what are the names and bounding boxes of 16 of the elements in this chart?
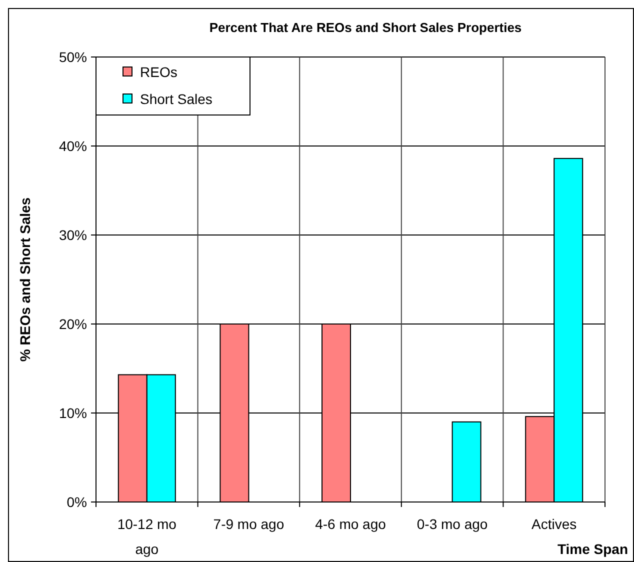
x-axis-title: Time Span [557, 541, 628, 557]
y-tick-label: 30% [58, 226, 87, 243]
x-tick-label: Actives [532, 516, 577, 532]
chart-title: Percent That Are REOs and Short Sales Properties [209, 20, 522, 35]
y-axis-title: % REOs and Short Sales [17, 197, 33, 362]
x-tick-label: 7-9 mo ago [213, 516, 284, 532]
x-tick-label: 10-12 mo ago [117, 516, 177, 557]
x-tick-label: 0-3 mo ago [416, 516, 488, 532]
legend-label: REOs [140, 64, 178, 80]
y-tick-label: 10% [58, 404, 87, 421]
y-tick-label: 0% [66, 494, 87, 510]
y-tick-label: 50% [58, 48, 87, 65]
y-tick-label: 40% [58, 138, 87, 154]
y-tick-label: 20% [58, 316, 87, 332]
x-tick-label: 4-6 mo ago [315, 516, 386, 532]
legend-label: Short Sales [140, 90, 212, 107]
